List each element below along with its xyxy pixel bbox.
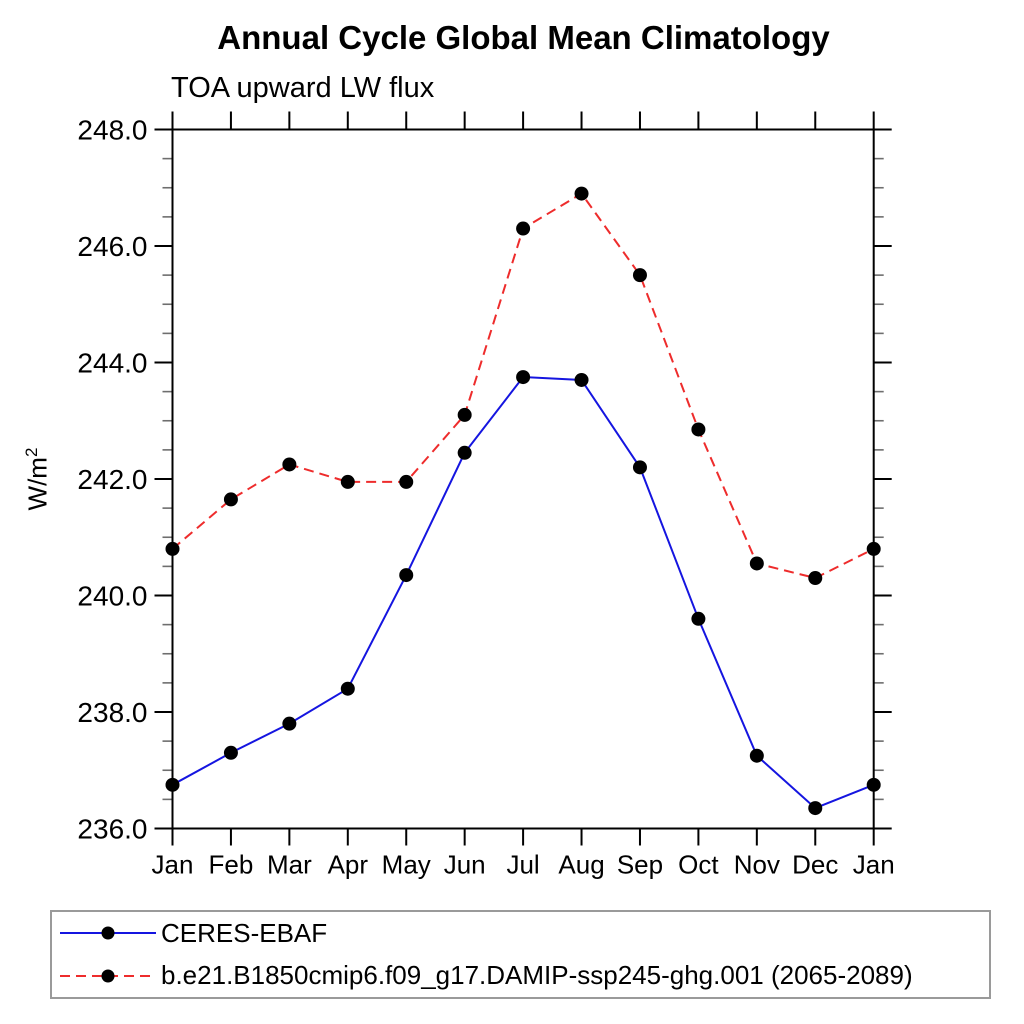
y-tick-label: 248.0 <box>77 115 147 146</box>
x-tick-label: Jan <box>853 850 895 880</box>
plot-frame <box>171 128 875 830</box>
data-point-marker <box>808 571 823 586</box>
x-tick-label: Feb <box>209 850 254 880</box>
data-point-marker <box>282 716 297 731</box>
legend-item-ceres-ebaf: CERES-EBAF <box>52 913 989 953</box>
x-tick-label: Oct <box>678 850 719 880</box>
y-axis-unit-exponent: 2 <box>22 447 41 458</box>
legend-marker <box>101 969 115 983</box>
data-point-marker <box>808 801 823 816</box>
legend-line-marker-icon <box>60 926 156 940</box>
data-point-marker <box>282 457 297 472</box>
data-point-marker <box>223 492 238 507</box>
x-tick-label: Nov <box>734 850 780 880</box>
legend-label: b.e21.B1850cmip6.f09_g17.DAMIP-ssp245-gh… <box>161 960 913 991</box>
y-axis-ticks: 236.0 238.0 240.0 242.0 244.0 246.0 248.0 <box>77 115 892 845</box>
data-point-marker <box>866 541 881 556</box>
data-point-marker <box>632 268 647 283</box>
series-line <box>171 192 875 580</box>
data-point-marker <box>340 474 355 489</box>
y-tick-label: 242.0 <box>77 464 147 495</box>
data-point-marker <box>165 777 180 792</box>
legend-line-marker-icon <box>60 969 156 983</box>
y-tick-label: 238.0 <box>77 697 147 728</box>
series-ceres-ebaf <box>165 370 881 816</box>
data-point-marker <box>866 777 881 792</box>
y-tick-label: 244.0 <box>77 348 147 379</box>
legend-label: CERES-EBAF <box>161 917 328 948</box>
series-line <box>172 376 875 810</box>
y-axis-title: W/m2 <box>22 404 54 554</box>
data-point-marker <box>574 186 589 201</box>
legend-marker <box>101 926 115 940</box>
y-tick-label: 240.0 <box>77 581 147 612</box>
data-point-marker <box>457 407 472 422</box>
series-model-run <box>165 186 881 586</box>
x-tick-label: Jul <box>506 850 539 880</box>
y-axis-unit: W/m <box>22 457 53 511</box>
x-tick-label: Mar <box>267 850 312 880</box>
x-tick-label: Jan <box>152 850 194 880</box>
data-point-marker <box>632 460 647 475</box>
data-point-marker <box>749 748 764 763</box>
data-point-marker <box>574 372 589 387</box>
legend-item-model-run: b.e21.B1850cmip6.f09_g17.DAMIP-ssp245-gh… <box>52 956 989 996</box>
y-tick-label: 236.0 <box>77 814 147 845</box>
chart-subtitle: TOA upward LW flux <box>171 72 435 104</box>
data-point-marker <box>516 370 531 385</box>
data-point-marker <box>223 745 238 760</box>
x-axis-ticks: Jan Feb Mar Apr May Jun Jul Aug Sep Oct Nov Dec Jan <box>152 111 895 880</box>
y-tick-label: 246.0 <box>77 231 147 262</box>
chart-title: Annual Cycle Global Mean Climatology <box>217 19 830 56</box>
x-tick-label: Aug <box>558 850 604 880</box>
x-tick-label: Sep <box>617 850 663 880</box>
data-point-marker <box>691 422 706 437</box>
data-point-marker <box>457 445 472 460</box>
x-tick-label: Dec <box>792 850 838 880</box>
data-point-marker <box>749 556 764 571</box>
data-point-marker <box>691 611 706 626</box>
x-tick-label: Jun <box>444 850 486 880</box>
data-point-marker <box>399 474 414 489</box>
data-point-marker <box>165 541 180 556</box>
legend: CERES-EBAF b.e21.B1850cmip6.f09_g17.DAMI… <box>50 910 991 999</box>
data-point-marker <box>516 221 531 236</box>
data-point-marker <box>340 681 355 696</box>
x-tick-label: Apr <box>328 850 369 880</box>
data-point-marker <box>399 568 414 583</box>
x-tick-label: May <box>382 850 431 880</box>
